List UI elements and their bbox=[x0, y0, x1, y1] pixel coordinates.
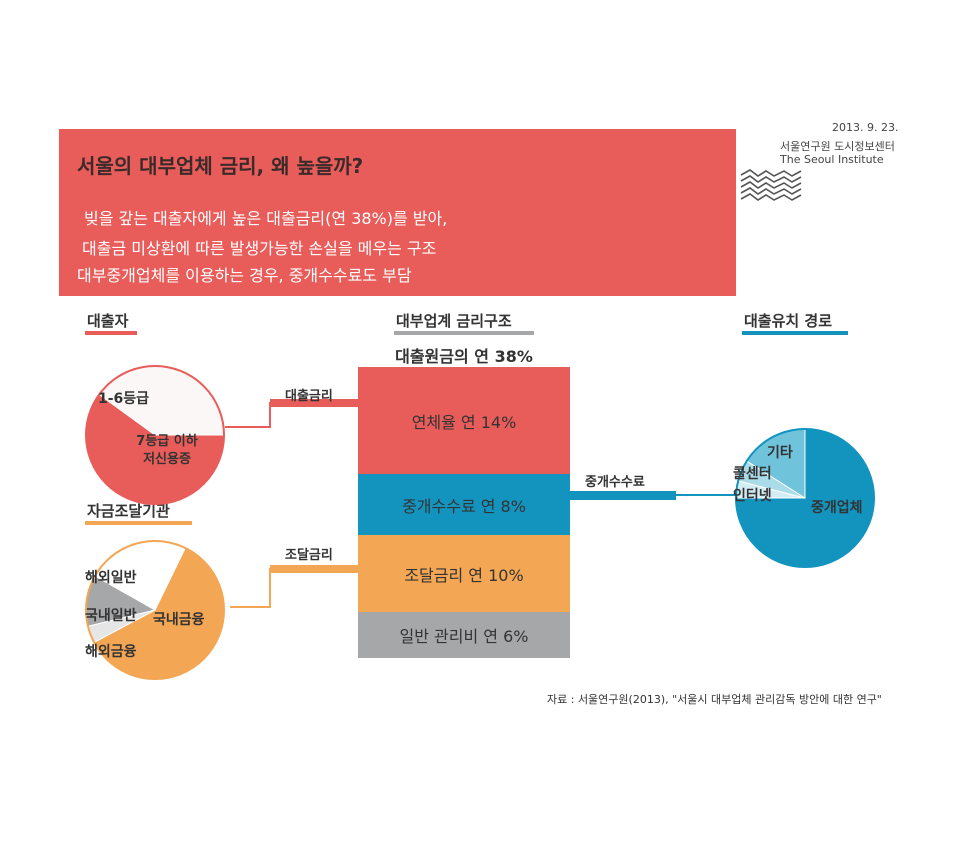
bar-segment-brokerage-fee: 중개수수료 연 8% bbox=[358, 474, 570, 536]
bar-segment-brokerage-fee-label: 중개수수료 연 8% bbox=[402, 496, 526, 516]
brokerage-fee-label: 중개수수료 bbox=[585, 475, 645, 490]
section-underline-structure bbox=[394, 331, 534, 335]
section-underline-funding bbox=[85, 521, 192, 525]
pie-outline bbox=[85, 365, 225, 505]
date-label: 2013. 9. 23. bbox=[832, 121, 899, 134]
institute-name-ko: 서울연구원 도시정보센터 bbox=[780, 140, 895, 153]
section-title-channel: 대출유치 경로 bbox=[744, 312, 833, 330]
funding-rate-connector-band bbox=[270, 565, 358, 573]
bar-segment-admin-cost-label: 일반 관리비 연 6% bbox=[399, 627, 529, 647]
pie-outline bbox=[735, 428, 875, 568]
bar-segment-delinquency-label: 연체율 연 14% bbox=[411, 412, 517, 432]
institute-name-en: The Seoul Institute bbox=[780, 153, 884, 166]
pie-label-internet: 인터넷 bbox=[733, 488, 772, 504]
bar-segment-funding-rate: 조달금리 연 10% bbox=[358, 535, 570, 613]
pie-label-low-credit: 7등급 이하 저신용증 bbox=[136, 434, 198, 467]
summary-line-2: 대출금 미상환에 따른 발생가능한 손실을 메우는 구조 bbox=[82, 239, 437, 258]
loan-rate-connector-band bbox=[270, 399, 358, 407]
page-title: 서울의 대부업체 금리, 왜 높을까? bbox=[77, 154, 364, 178]
seoul-institute-logo-icon bbox=[740, 169, 802, 201]
pie-label-domestic-general: 국내일반 bbox=[85, 608, 137, 624]
funding-rate-connector bbox=[230, 568, 358, 608]
summary-line-3: 대부중개업체를 이용하는 경우, 중개수수료도 부담 bbox=[77, 266, 412, 285]
source-note: 자료 : 서울연구원(2013), "서울시 대부업체 관리감독 방안에 대한 … bbox=[547, 693, 882, 706]
brokerage-fee-connector-band bbox=[570, 491, 676, 500]
loan-rate-label: 대출금리 bbox=[285, 389, 333, 404]
pie-label-domestic-finance: 국내금융 bbox=[153, 612, 205, 628]
summary-line-1: 빚을 갚는 대출자에게 높은 대출금리(연 38%)를 받아, bbox=[84, 209, 448, 228]
summary-banner bbox=[59, 129, 736, 296]
borrower-pie-chart bbox=[85, 365, 225, 505]
section-title-structure: 대부업계 금리구조 bbox=[396, 312, 512, 330]
channel-pie-chart bbox=[735, 428, 875, 568]
section-underline-channel bbox=[742, 331, 848, 335]
pie-label-overseas-general: 해외일반 bbox=[85, 570, 137, 586]
bar-segment-funding-rate-label: 조달금리 연 10% bbox=[404, 565, 524, 585]
pie-label-grade-1-6: 1-6등급 bbox=[98, 391, 150, 407]
funding-rate-label: 조달금리 bbox=[285, 548, 333, 563]
section-title-funding: 자금조달기관 bbox=[87, 502, 170, 520]
section-title-borrower: 대출자 bbox=[87, 312, 129, 330]
pie-label-broker: 중개업체 bbox=[811, 500, 863, 516]
pie-label-overseas-finance: 해외금융 bbox=[85, 644, 137, 660]
funding-pie-chart bbox=[85, 540, 225, 680]
pie-label-call-center: 콜센터 bbox=[733, 466, 772, 482]
rate-structure-stacked-bar: 연체율 연 14% 중개수수료 연 8% 조달금리 연 10% 일반 관리비 연 6% bbox=[358, 367, 570, 658]
bar-segment-admin-cost: 일반 관리비 연 6% bbox=[358, 612, 570, 658]
section-underline-borrower bbox=[85, 331, 137, 335]
bar-segment-delinquency: 연체율 연 14% bbox=[358, 367, 570, 475]
pie-label-other: 기타 bbox=[767, 445, 793, 461]
bar-subtitle: 대출원금의 연 38% bbox=[395, 347, 533, 366]
pie-outline bbox=[85, 540, 225, 680]
